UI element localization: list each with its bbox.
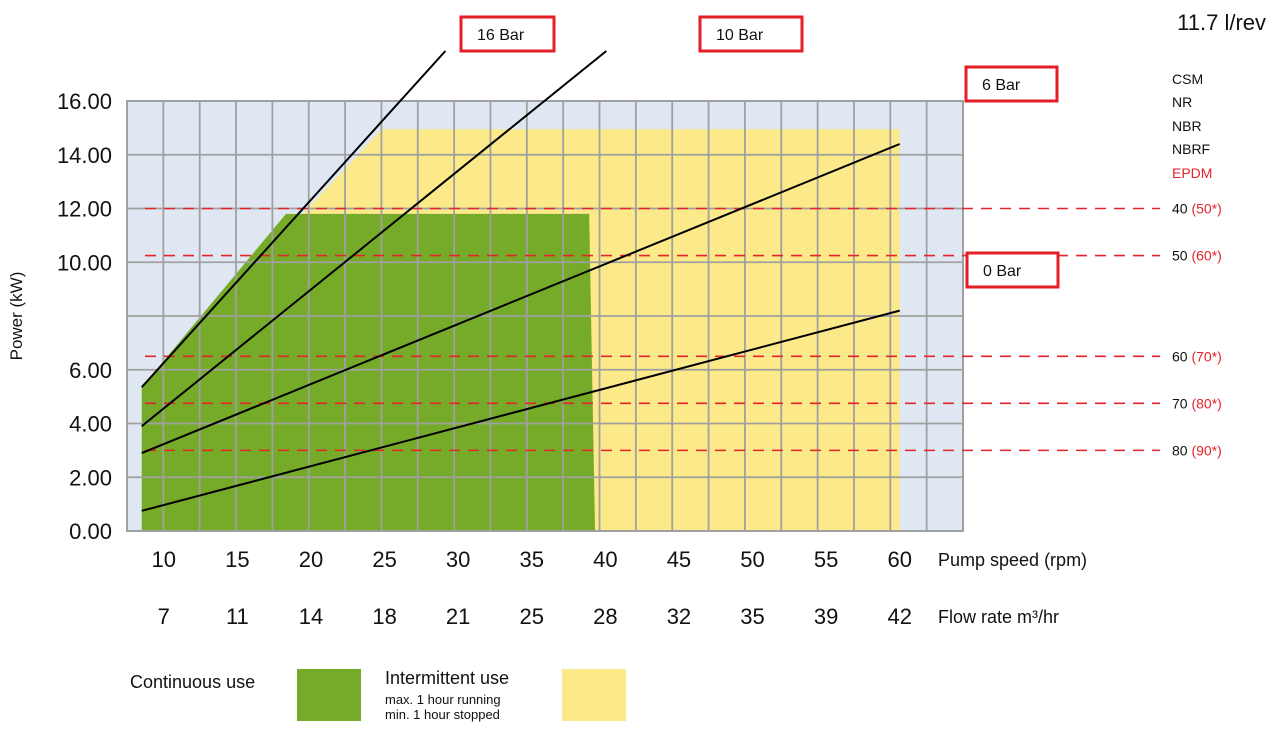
pressure-label-box (459, 15, 556, 53)
material-epdm: EPDM (1172, 165, 1212, 181)
flow-tick-label: 39 (814, 604, 838, 629)
pressure-label: 0 Bar (983, 263, 1022, 280)
flow-tick-label: 21 (446, 604, 470, 629)
legend-continuous-label: Continuous use (130, 672, 256, 692)
flow-tick-label: 18 (372, 604, 396, 629)
flow-tick-label: 32 (667, 604, 691, 629)
material-csm: CSM (1172, 71, 1203, 87)
pressure-label-box (698, 15, 804, 53)
material-nr: NR (1172, 94, 1192, 110)
y-tick-label: 0.00 (69, 519, 112, 544)
legend-continuous-swatch (297, 669, 361, 721)
capacity-label: 11.7 l/rev (1177, 10, 1266, 35)
flow-tick-label: 25 (520, 604, 544, 629)
pressure-line (141, 50, 607, 427)
pressure-label: 16 Bar (477, 27, 525, 44)
y-axis-label: Power (kW) (7, 272, 26, 361)
x-tick-label: 50 (740, 547, 764, 572)
pressure-line (140, 50, 447, 388)
pressure-label-box (965, 251, 1060, 289)
y-tick-label: 14.00 (57, 143, 112, 168)
pressure-label: 6 Bar (982, 77, 1021, 94)
material-nbrf: NBRF (1172, 141, 1210, 157)
legend-intermittent-note-running: max. 1 hour running (385, 692, 501, 707)
y-tick-label: 6.00 (69, 358, 112, 383)
y-tick-label: 12.00 (57, 197, 112, 222)
x-tick-label: 20 (299, 547, 323, 572)
temperature-limit-label: 50 (60*) (1172, 248, 1222, 264)
legend-intermittent-swatch (562, 669, 626, 721)
y-tick-label: 2.00 (69, 465, 112, 490)
y-tick-label: 16.00 (57, 89, 112, 114)
x-tick-label: 10 (152, 547, 176, 572)
pressure-label-box (964, 65, 1059, 103)
x-tick-label: 35 (520, 547, 544, 572)
x-tick-label: 60 (887, 547, 911, 572)
temperature-limit-label: 70 (80*) (1172, 395, 1222, 411)
x-tick-label: 40 (593, 547, 617, 572)
pressure-line (141, 309, 900, 512)
temperature-limit-label: 60 (70*) (1172, 348, 1222, 364)
y-tick-label: 10.00 (57, 250, 112, 275)
flow-tick-label: 28 (593, 604, 617, 629)
flow-tick-label: 11 (226, 604, 249, 629)
x-axis-label: Pump speed (rpm) (938, 550, 1087, 570)
continuous-use-region (141, 213, 596, 531)
legend-intermittent-note-stopped: min. 1 hour stopped (385, 707, 500, 722)
legend-intermittent-label: Intermittent use (385, 668, 510, 688)
materials-list: CSM NR NBR NBRF EPDM (1172, 71, 1212, 181)
flow-tick-label: 42 (887, 604, 911, 629)
temperature-limit-label: 80 (90*) (1172, 442, 1222, 458)
x-tick-label: 15 (225, 547, 249, 572)
flow-tick-label: 35 (740, 604, 764, 629)
material-nbr: NBR (1172, 118, 1202, 134)
flow-axis-label: Flow rate m³/hr (938, 607, 1059, 627)
x-tick-label: 30 (446, 547, 470, 572)
pressure-line (141, 143, 901, 454)
x-tick-label: 25 (372, 547, 396, 572)
x-tick-label: 45 (667, 547, 691, 572)
temperature-limit-label: 40 (50*) (1172, 201, 1222, 217)
x-tick-label: 55 (814, 547, 838, 572)
pressure-label: 10 Bar (716, 27, 764, 44)
y-tick-label: 4.00 (69, 412, 112, 437)
flow-tick-label: 14 (299, 604, 323, 629)
flow-tick-label: 7 (158, 604, 170, 629)
